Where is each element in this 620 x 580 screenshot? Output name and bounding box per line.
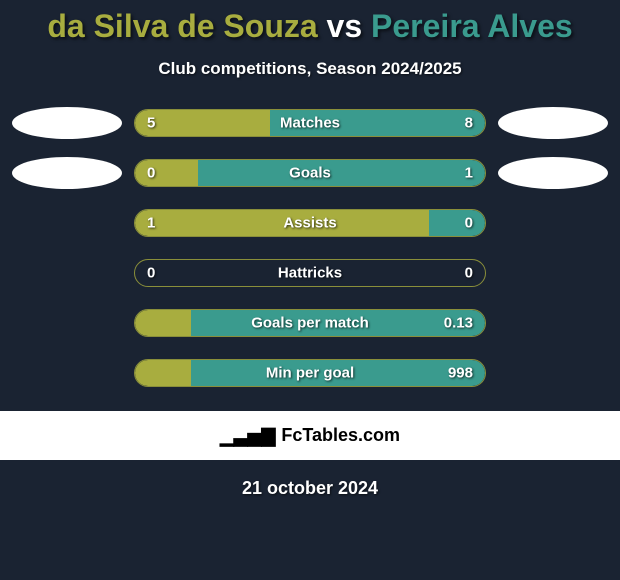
bar-fill-player1 <box>135 160 198 186</box>
avatar-spacer <box>498 207 608 239</box>
stat-bar: 0 Goals 1 <box>134 159 486 187</box>
comparison-infographic: da Silva de Souza vs Pereira Alves Club … <box>0 0 620 499</box>
date-label: 21 october 2024 <box>0 478 620 499</box>
stat-row: Min per goal 998 <box>0 357 620 389</box>
stat-bar: Min per goal 998 <box>134 359 486 387</box>
stat-bar: 1 Assists 0 <box>134 209 486 237</box>
stat-value-player2: 0 <box>465 215 473 232</box>
stat-label: Goals <box>289 165 331 182</box>
stat-label: Hattricks <box>278 265 342 282</box>
stat-value-player1: 0 <box>147 165 155 182</box>
stat-label: Assists <box>283 215 336 232</box>
title-player1: da Silva de Souza <box>47 8 317 44</box>
stat-row: 5 Matches 8 <box>0 107 620 139</box>
stat-bar: 5 Matches 8 <box>134 109 486 137</box>
stat-value-player1: 1 <box>147 215 155 232</box>
chart-icon: ▁▃▅▇ <box>220 427 275 445</box>
stat-value-player2: 0.13 <box>444 315 473 332</box>
stat-label: Matches <box>280 115 340 132</box>
avatar-spacer <box>498 257 608 289</box>
stat-row: 1 Assists 0 <box>0 207 620 239</box>
title-vs: vs <box>327 8 363 44</box>
stat-value-player2: 8 <box>465 115 473 132</box>
stat-bar: 0 Hattricks 0 <box>134 259 486 287</box>
player1-avatar <box>12 157 122 189</box>
stat-row: Goals per match 0.13 <box>0 307 620 339</box>
stat-label: Goals per match <box>251 315 369 332</box>
stat-bar: Goals per match 0.13 <box>134 309 486 337</box>
stat-value-player1: 0 <box>147 265 155 282</box>
stat-value-player1: 5 <box>147 115 155 132</box>
avatar-spacer <box>12 207 122 239</box>
stat-value-player2: 1 <box>465 165 473 182</box>
avatar-spacer <box>12 257 122 289</box>
player2-avatar <box>498 157 608 189</box>
source-logo: ▁▃▅▇ FcTables.com <box>0 411 620 460</box>
bar-fill-player2 <box>198 160 485 186</box>
title-player2: Pereira Alves <box>371 8 573 44</box>
avatar-spacer <box>12 357 122 389</box>
logo-text: FcTables.com <box>281 425 400 446</box>
avatar-spacer <box>498 307 608 339</box>
page-title: da Silva de Souza vs Pereira Alves <box>0 8 620 45</box>
stat-rows: 5 Matches 8 0 Goals 1 1 Assists 0 0 Hattricks 0 Goal… <box>0 107 620 389</box>
bar-fill-player1 <box>135 210 429 236</box>
stat-row: 0 Goals 1 <box>0 157 620 189</box>
subtitle: Club competitions, Season 2024/2025 <box>0 59 620 79</box>
avatar-spacer <box>498 357 608 389</box>
bar-fill-player1 <box>135 360 191 386</box>
stat-row: 0 Hattricks 0 <box>0 257 620 289</box>
stat-value-player2: 0 <box>465 265 473 282</box>
avatar-spacer <box>12 307 122 339</box>
bar-fill-player1 <box>135 310 191 336</box>
player1-avatar <box>12 107 122 139</box>
stat-label: Min per goal <box>266 365 354 382</box>
bar-fill-player2 <box>429 210 485 236</box>
player2-avatar <box>498 107 608 139</box>
stat-value-player2: 998 <box>448 365 473 382</box>
